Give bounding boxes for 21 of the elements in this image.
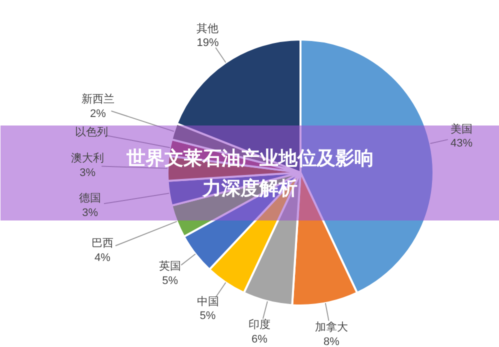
slice-label: 其他 — [196, 22, 219, 35]
data-label: 3% — [82, 207, 98, 220]
slice-label: 新西兰 — [81, 92, 114, 106]
data-label: 5% — [200, 310, 216, 322]
data-label: 2% — [90, 108, 106, 120]
data-label: 6% — [252, 334, 268, 346]
data-label: 8% — [323, 336, 340, 347]
slice-label: 澳大利 — [71, 152, 104, 165]
slice-label: 美国 — [450, 122, 473, 136]
data-label: 43% — [450, 138, 473, 150]
slice-label: 英国 — [159, 259, 182, 272]
data-label: 3% — [80, 167, 96, 180]
slice-label: 加拿大 — [314, 320, 348, 334]
slice-label: 中国 — [196, 294, 219, 308]
slice-label: 德国 — [79, 192, 102, 205]
data-label: 5% — [162, 274, 178, 287]
slice-label: 以色列 — [74, 126, 108, 139]
slice-label: 巴西 — [91, 238, 114, 250]
data-label: 4% — [94, 252, 111, 264]
slice-label: 印度 — [248, 318, 270, 332]
data-label: 19% — [196, 37, 219, 50]
